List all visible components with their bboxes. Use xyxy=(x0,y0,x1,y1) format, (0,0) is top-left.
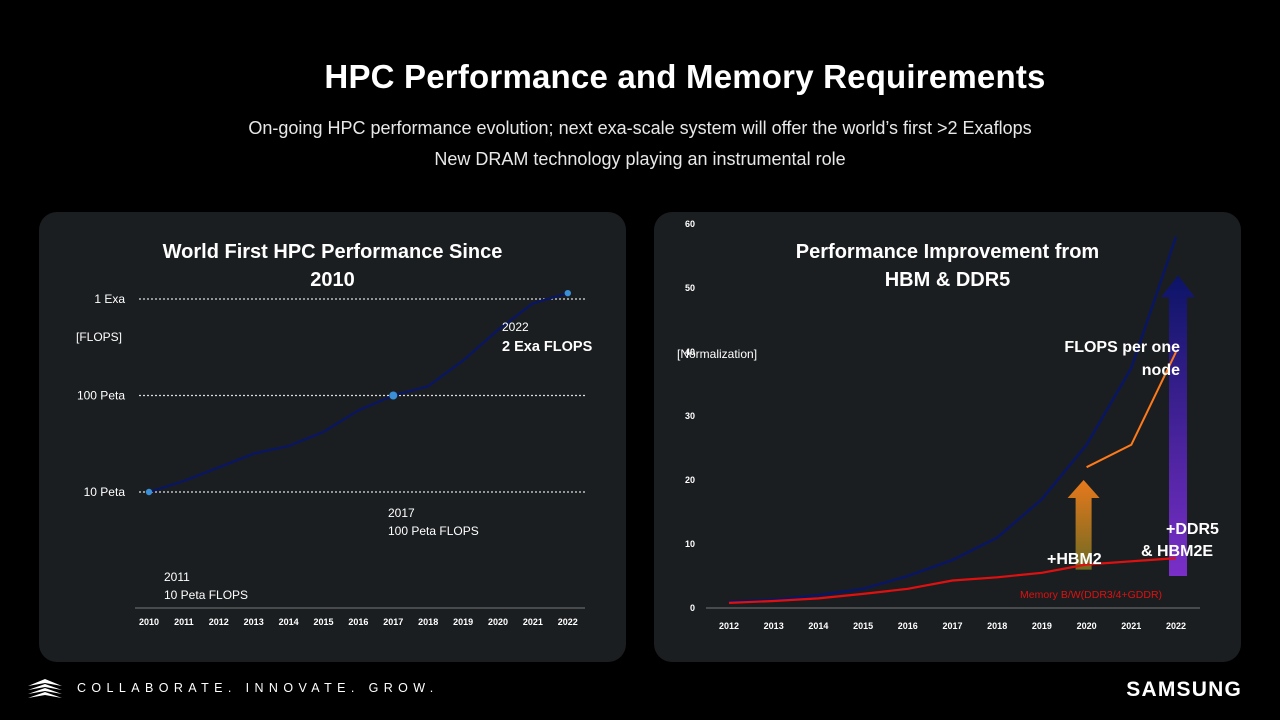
flops-per-node-label-line-1: FLOPS per one xyxy=(1064,339,1180,356)
left-y-tick-label: 100 Peta xyxy=(77,389,125,403)
hpc-performance-chart: [FLOPS] 10 Peta 100 Peta 1 Exa 2010 2011 2012 2… xyxy=(76,289,593,627)
left-chart-title-line-2: 2010 xyxy=(310,269,355,291)
building-logo-icon xyxy=(28,679,62,698)
samsung-logo: SAMSUNG xyxy=(1126,678,1242,701)
memory-improvement-chart: [Normalization] 0 10 20 30 40 50 60 2012 2013 2014… xyxy=(677,219,1219,631)
annotation-2011-year: 2011 xyxy=(164,570,190,584)
right-chart-title-line-1: Performance Improvement from xyxy=(795,241,1100,263)
right-y-tick-label: 20 xyxy=(685,475,695,485)
right-y-tick-label: 40 xyxy=(685,347,695,357)
memory-bw-label: Memory B/W(DDR3/4+GDDR) xyxy=(1020,589,1162,601)
annotation-2022-value: 2 Exa FLOPS xyxy=(502,339,593,355)
hbm2-label: +HBM2 xyxy=(1047,551,1102,568)
left-y-axis-label: [FLOPS] xyxy=(76,330,122,344)
left-x-tick-label: 2022 xyxy=(558,617,578,627)
left-x-tick-label: 2013 xyxy=(244,617,264,627)
right-chart-title-line-2: HBM & DDR5 xyxy=(884,269,1011,291)
right-x-tick-label: 2013 xyxy=(764,621,784,631)
hbm-memory-line xyxy=(1086,351,1177,469)
right-x-tick-label: 2015 xyxy=(853,621,873,631)
left-x-tick-label: 2015 xyxy=(313,617,333,627)
right-y-tick-label: 10 xyxy=(685,539,695,549)
right-x-tick-label: 2019 xyxy=(1032,621,1052,631)
right-y-axis-label: [Normalization] xyxy=(677,347,757,361)
right-x-tick-label: 2021 xyxy=(1121,621,1141,631)
left-x-tick-label: 2014 xyxy=(279,617,299,627)
right-x-tick-label: 2016 xyxy=(898,621,918,631)
footer-tagline: COLLABORATE. INNOVATE. GROW. xyxy=(77,681,439,695)
page-title: HPC Performance and Memory Requirements xyxy=(324,58,1046,95)
right-y-tick-label: 0 xyxy=(690,603,695,613)
right-x-tick-label: 2018 xyxy=(987,621,1007,631)
annotation-2022-year: 2022 xyxy=(502,320,529,334)
memory-improvement-panel: Performance Improvement from HBM & DDR5 … xyxy=(654,212,1241,662)
hbm2-arrow xyxy=(1067,480,1100,570)
left-chart-title: World First HPC Performance Since 2010 xyxy=(39,238,626,294)
left-x-tick-label: 2010 xyxy=(139,617,159,627)
left-x-tick-label: 2021 xyxy=(523,617,543,627)
annotation-2011-value: 10 Peta FLOPS xyxy=(164,588,248,602)
hpc-performance-panel: World First HPC Performance Since 2010 [… xyxy=(39,212,626,662)
right-y-tick-label: 60 xyxy=(685,219,695,229)
left-x-tick-label: 2011 xyxy=(174,617,194,627)
ddr5-label-line-1: +DDR5 xyxy=(1166,521,1219,538)
right-chart-title: Performance Improvement from HBM & DDR5 xyxy=(654,238,1241,294)
right-x-tick-label: 2017 xyxy=(942,621,962,631)
right-x-tick-label: 2014 xyxy=(808,621,828,631)
left-chart-title-line-1: World First HPC Performance Since xyxy=(162,241,503,263)
left-x-tick-label: 2019 xyxy=(453,617,473,627)
right-y-tick-label: 50 xyxy=(685,283,695,293)
left-marker-2010 xyxy=(145,488,153,496)
left-y-tick-label: 1 Exa xyxy=(94,292,125,306)
left-y-tick-label: 10 Peta xyxy=(84,485,126,499)
left-x-tick-label: 2012 xyxy=(209,617,229,627)
flops-per-node-label-line-2: node xyxy=(1142,362,1180,379)
right-y-tick-label: 30 xyxy=(685,411,695,421)
memory-bw-line xyxy=(728,557,1177,604)
left-x-tick-label: 2017 xyxy=(383,617,403,627)
right-x-tick-label: 2020 xyxy=(1077,621,1097,631)
right-x-tick-label: 2012 xyxy=(719,621,739,631)
subtitle-dram: New DRAM technology playing an instrumen… xyxy=(434,149,846,169)
right-x-tick-label: 2022 xyxy=(1166,621,1186,631)
left-marker-2022 xyxy=(564,289,571,297)
annotation-2017-year: 2017 xyxy=(388,506,415,520)
left-x-tick-label: 2018 xyxy=(418,617,438,627)
ddr5-hbm2e-arrow xyxy=(1161,275,1195,576)
annotation-2017-value: 100 Peta FLOPS xyxy=(388,524,479,538)
left-marker-2017 xyxy=(389,391,398,400)
ddr5-label-line-2: & HBM2E xyxy=(1141,543,1213,560)
left-x-tick-label: 2016 xyxy=(348,617,368,627)
subtitle-performance: On-going HPC performance evolution; next… xyxy=(248,118,1032,138)
flops-per-node-line xyxy=(728,236,1178,603)
left-x-tick-label: 2020 xyxy=(488,617,508,627)
left-flops-line xyxy=(148,291,569,494)
